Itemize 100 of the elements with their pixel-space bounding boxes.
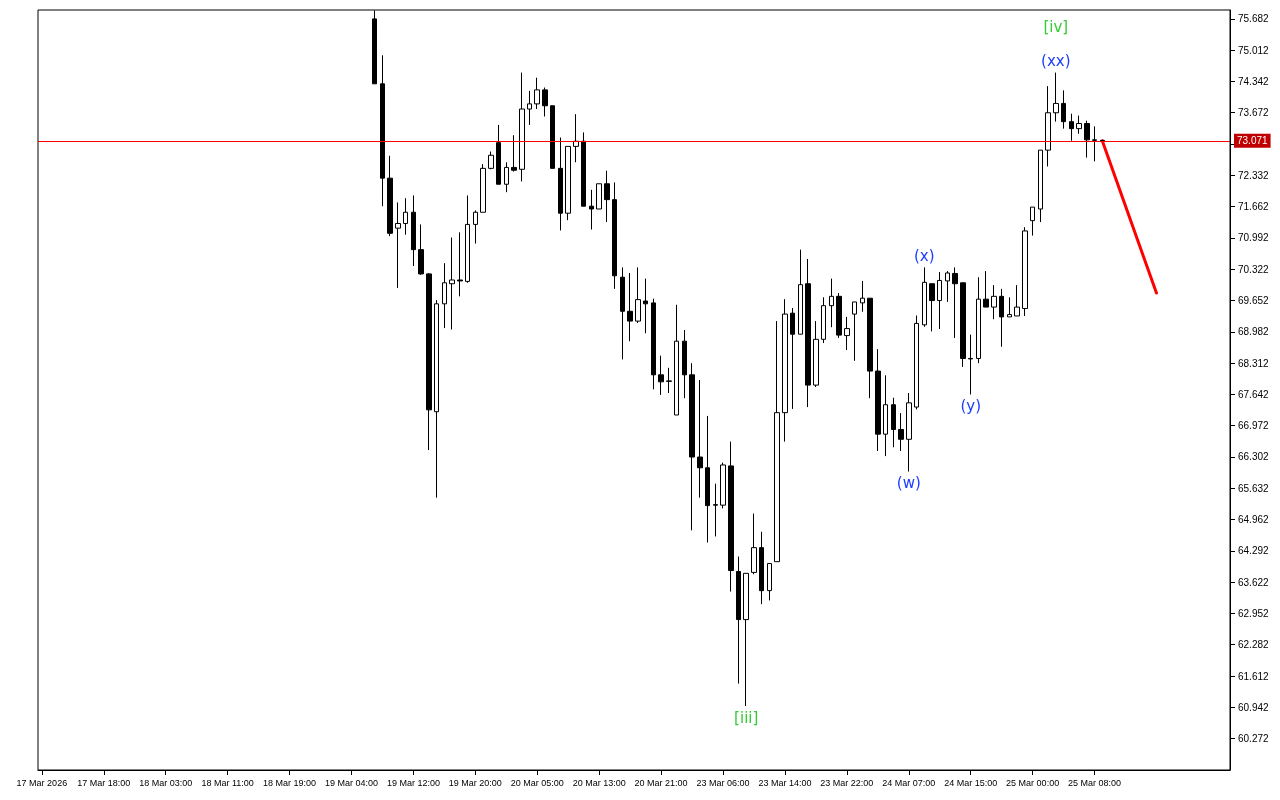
- candlestick: [488, 151, 494, 170]
- x-tick-label: 23 Mar 06:00: [696, 777, 750, 788]
- candlestick: [387, 155, 393, 237]
- y-tick-label: 65.632: [1238, 482, 1270, 494]
- x-tick-label: 19 Mar 20:00: [448, 777, 502, 788]
- candlestick: [465, 194, 470, 284]
- candlestick: [620, 266, 625, 360]
- candlestick: [418, 223, 424, 276]
- y-tick-label: 68.982: [1238, 326, 1270, 338]
- y-tick-label: 73.672: [1238, 107, 1270, 119]
- x-tick-label: 20 Mar 05:00: [510, 777, 564, 788]
- candlestick: [805, 258, 811, 408]
- candlestick: [511, 134, 517, 173]
- candlestick: [705, 415, 710, 544]
- candlestick: [395, 201, 401, 289]
- y-tick-label: 66.302: [1238, 451, 1270, 463]
- candlestick: [782, 298, 788, 443]
- y-tick-label: 74.342: [1238, 75, 1270, 87]
- y-tick-label: 67.642: [1238, 388, 1270, 400]
- candlestick: [1014, 284, 1020, 317]
- y-tick-label: 61.612: [1238, 670, 1270, 682]
- candlestick: [496, 124, 501, 185]
- y-tick-label: 63.622: [1238, 576, 1270, 588]
- y-tick-label: 75.012: [1238, 44, 1270, 56]
- candlestick: [403, 197, 408, 236]
- y-tick-label: 69.652: [1238, 294, 1270, 306]
- annotation: (w): [896, 474, 921, 493]
- candlestick: [697, 379, 703, 499]
- candlestick: [442, 262, 447, 329]
- y-tick-label: 62.952: [1238, 607, 1270, 619]
- candlestick: [821, 296, 826, 344]
- candlestick: [937, 271, 942, 330]
- y-tick-label: 75.682: [1238, 13, 1270, 25]
- candlestick: [550, 105, 555, 169]
- candlestick: [713, 483, 718, 537]
- candlestick: [728, 441, 734, 593]
- candlestick: [534, 77, 540, 110]
- y-tick-label: 68.312: [1238, 357, 1270, 369]
- candlestick: [380, 54, 385, 207]
- candlestick: [906, 392, 912, 473]
- y-tick-label: 70.992: [1238, 232, 1270, 244]
- x-tick-label: 25 Mar 08:00: [1068, 777, 1122, 788]
- candlestick: [682, 329, 687, 399]
- candlestick: [898, 412, 904, 452]
- candlestick: [790, 307, 795, 410]
- annotation: (y): [960, 396, 981, 415]
- candlestick: [635, 266, 641, 324]
- candlestick: [829, 278, 834, 328]
- candlestick: [480, 163, 486, 213]
- candlestick: [960, 282, 966, 368]
- candlestick: [759, 531, 764, 605]
- candlestick: [1030, 206, 1035, 237]
- candlestick: [643, 278, 648, 334]
- candlestick: [565, 145, 571, 221]
- candlestick: [736, 556, 741, 685]
- x-tick-label: 25 Mar 00:00: [1006, 777, 1060, 788]
- x-tick-label: 20 Mar 13:00: [572, 777, 626, 788]
- annotation: [iii]: [734, 708, 759, 727]
- candlestick: [945, 270, 950, 303]
- candlestick: [922, 266, 927, 328]
- y-tick-label: 66.972: [1238, 420, 1270, 432]
- annotation: (x): [913, 246, 935, 265]
- candlestick: [860, 280, 865, 313]
- candlestick: [991, 284, 997, 320]
- candlestick: [473, 209, 478, 245]
- candlestick: [813, 320, 819, 388]
- candlestick: [426, 272, 432, 451]
- candlestick: [751, 513, 757, 575]
- x-tick-label: 24 Mar 07:00: [882, 777, 936, 788]
- candlestick: [449, 236, 455, 331]
- candlestick: [875, 348, 881, 452]
- candlestick: [836, 292, 842, 339]
- candlestick: [1045, 85, 1051, 167]
- y-tick-label: 60.272: [1238, 733, 1270, 745]
- candlestick: [1022, 226, 1028, 317]
- candlestick: [596, 183, 602, 210]
- ref-line-label: 73.071: [1237, 135, 1269, 147]
- candlestick: [1053, 72, 1059, 123]
- annotation: [iv]: [1043, 18, 1069, 37]
- candlestick: [589, 189, 594, 231]
- y-tick-label: 72.332: [1238, 169, 1270, 181]
- candlestick: [983, 270, 989, 308]
- y-tick-label: 71.662: [1238, 201, 1270, 213]
- x-tick-label: 24 Mar 15:00: [944, 777, 998, 788]
- candlestick: [929, 283, 935, 332]
- candlestick: [1007, 296, 1012, 318]
- candlestick: [1038, 149, 1043, 223]
- candlestick: [651, 298, 656, 390]
- x-tick-label: 17 Mar 2026: [16, 777, 68, 788]
- y-tick-label: 60.942: [1238, 701, 1270, 713]
- candlestick: [658, 355, 664, 396]
- y-tick-label: 62.282: [1238, 639, 1270, 651]
- y-tick-label: 64.962: [1238, 514, 1270, 526]
- candlestick: [434, 299, 439, 499]
- candlestick: [612, 181, 617, 290]
- candlestick: [852, 301, 857, 362]
- candlestick: [558, 137, 563, 231]
- annotation: (xx): [1041, 52, 1071, 71]
- x-tick-label: 20 Mar 21:00: [634, 777, 688, 788]
- candlestick: [976, 276, 981, 364]
